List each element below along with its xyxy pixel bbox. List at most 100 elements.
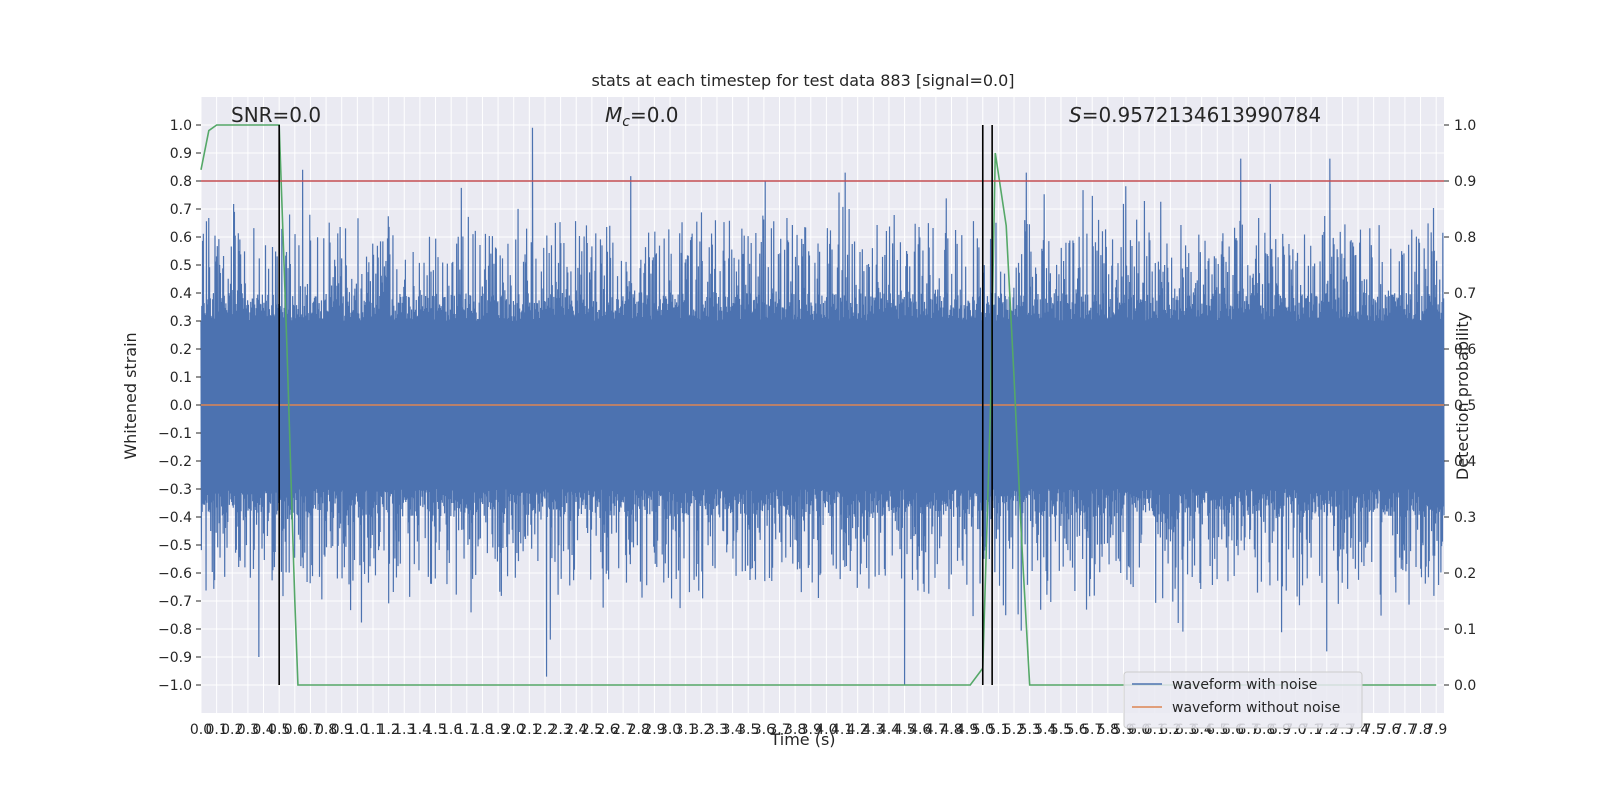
- y-tick-label: 0.7: [170, 202, 192, 218]
- x-tick-label: 4.2: [847, 722, 869, 738]
- x-tick-label: 3.9: [800, 722, 822, 738]
- x-tick-label: 5.0: [972, 722, 994, 738]
- x-tick-label: 7.7: [1394, 722, 1416, 738]
- x-tick-label: 0.4: [252, 722, 274, 738]
- x-tick-label: 3.3: [706, 722, 728, 738]
- x-tick-label: 0.9: [331, 722, 353, 738]
- x-tick-label: 5.7: [1081, 722, 1103, 738]
- x-tick-label: 4.0: [815, 722, 837, 738]
- legend-label-noise: waveform with noise: [1172, 677, 1317, 693]
- y2-tick-label: 0.4: [1454, 454, 1476, 470]
- series-layer: [200, 124, 1444, 686]
- x-tick-label: 5.5: [1050, 722, 1072, 738]
- x-tick-label: 1.2: [377, 722, 399, 738]
- y-tick-label: −0.8: [158, 622, 192, 638]
- y-tick-label: −0.2: [158, 454, 192, 470]
- x-tick-label: 2.1: [518, 722, 540, 738]
- y2-tick-label: 0.2: [1454, 566, 1476, 582]
- chirp-mass-subscript: c: [622, 114, 630, 130]
- x-tick-label: 5.2: [1003, 722, 1025, 738]
- x-tick-label: 1.1: [362, 722, 384, 738]
- x-tick-label: 2.9: [643, 722, 665, 738]
- x-tick-label: 7.6: [1378, 722, 1400, 738]
- y2-tick-label: 0.5: [1454, 398, 1476, 414]
- x-tick-label: 4.3: [862, 722, 884, 738]
- x-tick-label: 0.5: [268, 722, 290, 738]
- y-tick-label: 0.2: [170, 342, 192, 358]
- x-tick-label: 3.6: [753, 722, 775, 738]
- y-tick-label: 0.6: [170, 230, 192, 246]
- x-tick-label: 4.6: [909, 722, 931, 738]
- y-axis-label: Whitened strain: [121, 332, 140, 459]
- y2-tick-label: 0.8: [1454, 230, 1476, 246]
- y2-tick-label: 0.9: [1454, 174, 1476, 190]
- x-tick-label: 0.0: [190, 722, 212, 738]
- x-tick-label: 0.8: [315, 722, 337, 738]
- x-tick-label: 5.6: [1065, 722, 1087, 738]
- x-tick-label: 3.2: [690, 722, 712, 738]
- marker-lines-layer: [278, 125, 993, 685]
- y-tick-label: −0.1: [158, 426, 192, 442]
- chirp-mass-value: =0.0: [630, 103, 679, 127]
- score-value: =0.9572134613990784: [1082, 103, 1321, 127]
- y2-tick-label: 0.7: [1454, 286, 1476, 302]
- x-tick-label: 1.3: [393, 722, 415, 738]
- x-tick-label: 0.7: [299, 722, 321, 738]
- x-axis-label: Time (s): [769, 730, 835, 749]
- x-tick-label: 7.9: [1425, 722, 1447, 738]
- y-tick-label: −0.7: [158, 594, 192, 610]
- x-tick-label: 1.6: [440, 722, 462, 738]
- x-tick-label: 5.3: [1019, 722, 1041, 738]
- x-tick-label: 3.0: [659, 722, 681, 738]
- x-tick-label: 4.9: [956, 722, 978, 738]
- y2-tick-label: 0.3: [1454, 510, 1476, 526]
- x-tick-label: 0.1: [206, 722, 228, 738]
- score-symbol: S: [1069, 103, 1082, 127]
- x-tick-label: 5.4: [1034, 722, 1056, 738]
- y-tick-label: −0.3: [158, 482, 192, 498]
- x-tick-label: 4.1: [831, 722, 853, 738]
- y-tick-label: 0.9: [170, 146, 192, 162]
- x-tick-label: 4.7: [925, 722, 947, 738]
- x-tick-label: 0.2: [221, 722, 243, 738]
- legend-box: [1123, 671, 1363, 729]
- x-tick-label: 1.7: [456, 722, 478, 738]
- y-tick-label: −0.9: [158, 650, 192, 666]
- x-tick-label: 4.8: [940, 722, 962, 738]
- x-tick-label: 2.8: [628, 722, 650, 738]
- score-annotation: S=0.9572134613990784: [1069, 103, 1321, 127]
- x-tick-label: 1.4: [409, 722, 431, 738]
- y-tick-label: 0.8: [170, 174, 192, 190]
- x-tick-label: 2.2: [534, 722, 556, 738]
- y-tick-label: 1.0: [170, 118, 192, 134]
- x-tick-label: 2.3: [549, 722, 571, 738]
- chirp-mass-symbol: M: [605, 103, 622, 127]
- y-tick-label: 0.5: [170, 258, 192, 274]
- bottom-axis-ticks: 0.00.10.20.30.40.50.60.70.80.91.01.11.21…: [190, 722, 1447, 738]
- chart-title: stats at each timestep for test data 883…: [591, 71, 1014, 90]
- x-tick-label: 1.0: [346, 722, 368, 738]
- y2-tick-label: 0.1: [1454, 622, 1476, 638]
- y-tick-label: −0.5: [158, 538, 192, 554]
- x-tick-label: 5.8: [1097, 722, 1119, 738]
- x-tick-label: 1.9: [487, 722, 509, 738]
- x-tick-label: 0.6: [284, 722, 306, 738]
- x-tick-label: 3.8: [784, 722, 806, 738]
- y-tick-label: −0.6: [158, 566, 192, 582]
- x-tick-label: 2.5: [581, 722, 603, 738]
- x-tick-label: 3.4: [721, 722, 743, 738]
- x-tick-label: 2.6: [596, 722, 618, 738]
- series-line-detection-probability: [200, 124, 1437, 686]
- x-tick-label: 3.5: [737, 722, 759, 738]
- x-tick-label: 1.5: [424, 722, 446, 738]
- x-tick-label: 3.1: [675, 722, 697, 738]
- chirp-mass-annotation: Mc=0.0: [605, 103, 679, 130]
- x-tick-label: 4.5: [893, 722, 915, 738]
- legend-label-clean: waveform without noise: [1172, 700, 1340, 716]
- x-tick-label: 7.5: [1363, 722, 1385, 738]
- x-tick-label: 1.8: [471, 722, 493, 738]
- x-tick-label: 5.1: [987, 722, 1009, 738]
- y2-tick-label: 0.6: [1454, 342, 1476, 358]
- snr-annotation: SNR=0.0: [231, 103, 321, 127]
